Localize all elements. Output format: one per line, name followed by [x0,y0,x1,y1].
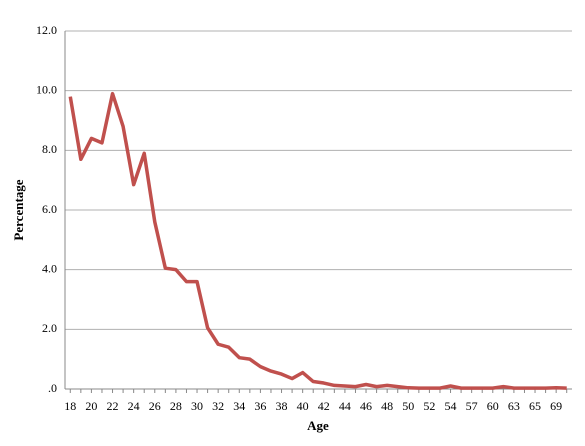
x-tick-label: 69 [550,399,562,413]
x-tick-label: 28 [170,399,182,413]
x-tick-label: 36 [254,399,266,413]
x-tick-label: 52 [423,399,435,413]
x-tick-label: 54 [445,399,457,413]
y-tick-label: 12.0 [36,23,57,37]
x-tick-label: 40 [297,399,309,413]
x-tick-label: 22 [107,399,119,413]
y-tick-label: 8.0 [42,142,57,156]
x-tick-label: 34 [233,399,245,413]
x-tick-label: 24 [128,399,140,413]
y-tick-label: 6.0 [42,202,57,216]
x-axis-title: Age [307,418,329,433]
x-tick-label: 57 [466,399,478,413]
y-tick-label: 10.0 [36,82,57,96]
x-tick-label: 38 [276,399,288,413]
y-axis-title: Percentage [11,179,26,240]
x-tick-label: 50 [402,399,414,413]
x-tick-label: 48 [381,399,393,413]
y-tick-label: .0 [48,381,57,395]
x-tick-label: 18 [64,399,76,413]
x-tick-label: 20 [85,399,97,413]
data-line [68,91,567,390]
x-tick-label: 42 [318,399,330,413]
y-tick-label: 4.0 [42,261,57,275]
x-tick-label: 30 [191,399,203,413]
x-tick-label: 63 [508,399,520,413]
y-tick-label: 2.0 [42,321,57,335]
x-tick-label: 60 [487,399,499,413]
x-tick-label: 26 [149,399,161,413]
x-tick-label: 44 [339,399,351,413]
x-tick-label: 65 [529,399,541,413]
x-tick-label: 32 [212,399,224,413]
x-tick-label: 46 [360,399,372,413]
